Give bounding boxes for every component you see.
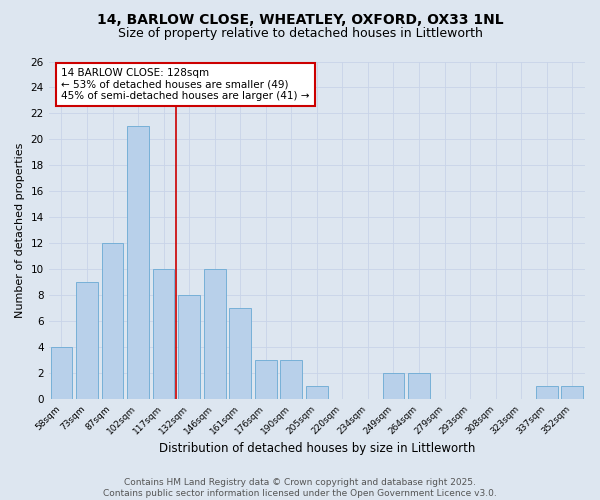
Bar [255, 360, 277, 400]
Bar [383, 374, 404, 400]
Bar [76, 282, 98, 400]
Bar [306, 386, 328, 400]
Text: 14, BARLOW CLOSE, WHEATLEY, OXFORD, OX33 1NL: 14, BARLOW CLOSE, WHEATLEY, OXFORD, OX33… [97, 12, 503, 26]
Text: Size of property relative to detached houses in Littleworth: Size of property relative to detached ho… [118, 28, 482, 40]
Bar [280, 360, 302, 400]
Text: 14 BARLOW CLOSE: 128sqm
← 53% of detached houses are smaller (49)
45% of semi-de: 14 BARLOW CLOSE: 128sqm ← 53% of detache… [61, 68, 310, 101]
Bar [229, 308, 251, 400]
Text: Contains HM Land Registry data © Crown copyright and database right 2025.
Contai: Contains HM Land Registry data © Crown c… [103, 478, 497, 498]
Bar [127, 126, 149, 400]
Bar [204, 270, 226, 400]
Bar [536, 386, 557, 400]
Bar [50, 348, 72, 400]
Y-axis label: Number of detached properties: Number of detached properties [15, 143, 25, 318]
X-axis label: Distribution of detached houses by size in Littleworth: Distribution of detached houses by size … [158, 442, 475, 455]
Bar [101, 244, 124, 400]
Bar [178, 296, 200, 400]
Bar [153, 270, 175, 400]
Bar [562, 386, 583, 400]
Bar [408, 374, 430, 400]
